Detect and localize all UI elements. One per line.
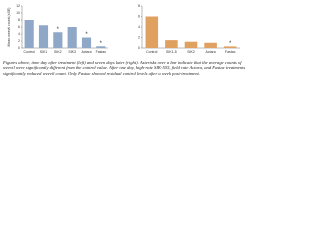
page: Mean weevil count (±SE) 0 2 4 6 8 10 12 Control S… bbox=[0, 0, 250, 88]
bar bbox=[145, 16, 159, 48]
significance-marker: * bbox=[229, 41, 232, 47]
significance-marker: * bbox=[100, 41, 103, 47]
y-axis-label: Mean weevil count (±SE) bbox=[7, 8, 11, 47]
x-tick-label: SIK2 bbox=[187, 50, 195, 54]
y-tick-label: 8 bbox=[138, 4, 140, 8]
y-tick-label: 6 bbox=[18, 25, 20, 29]
x-tick-label: SIK3 bbox=[68, 50, 76, 54]
y-tick-label: 10 bbox=[16, 11, 20, 15]
bar bbox=[165, 40, 178, 48]
x-tick-label: SIK1-5 bbox=[166, 50, 177, 54]
bar bbox=[53, 32, 63, 48]
y-tick-label: 2 bbox=[18, 39, 20, 43]
significance-marker: * bbox=[57, 27, 60, 33]
x-tick-label: Actara bbox=[206, 50, 216, 54]
x-tick-label: Fastac bbox=[225, 50, 236, 54]
x-tick-label: Control bbox=[146, 50, 158, 54]
bar bbox=[24, 20, 34, 48]
bar bbox=[81, 37, 92, 48]
caption: Figures above, time day after treatment … bbox=[3, 60, 246, 76]
y-tick-label: 12 bbox=[16, 4, 20, 8]
bar bbox=[38, 25, 49, 48]
bar bbox=[96, 46, 106, 48]
y-tick-label: 0 bbox=[138, 46, 140, 50]
charts: Mean weevil count (±SE) 0 2 4 6 8 10 12 Control S… bbox=[7, 4, 240, 54]
y-tick-label: 0 bbox=[18, 46, 20, 50]
x-tick-label: SIK2 bbox=[54, 50, 62, 54]
x-tick-label: Fastac bbox=[96, 50, 107, 54]
y-tick-label: 4 bbox=[138, 25, 140, 29]
y-tick-label: 8 bbox=[18, 18, 20, 22]
x-tick-label: SIK1 bbox=[40, 50, 48, 54]
y-tick-label: 4 bbox=[18, 32, 20, 36]
bar bbox=[223, 46, 237, 48]
significance-marker: * bbox=[85, 32, 88, 38]
bar bbox=[184, 41, 198, 48]
x-tick-label: Actara bbox=[81, 50, 91, 54]
y-tick-label: 6 bbox=[138, 14, 140, 18]
x-tick-label: Control bbox=[24, 50, 36, 54]
bar bbox=[204, 42, 217, 48]
bar bbox=[67, 27, 77, 48]
y-tick-label: 2 bbox=[138, 35, 140, 39]
